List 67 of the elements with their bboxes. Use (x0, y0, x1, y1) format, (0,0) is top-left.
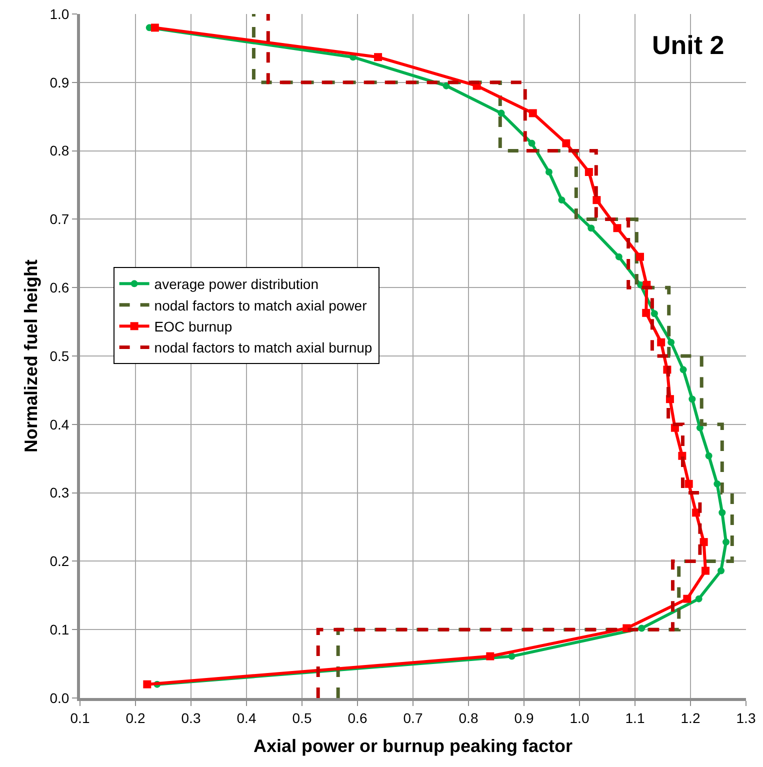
point (143, 680, 152, 688)
x-tick-label: 0.1 (70, 710, 90, 726)
x-tick-label: 1.0 (570, 710, 590, 726)
legend-label: EOC burnup (154, 318, 232, 335)
point (150, 24, 159, 32)
x-tick-label: 0.8 (458, 710, 478, 726)
point (695, 595, 702, 602)
point (545, 168, 552, 176)
point (668, 338, 675, 346)
point (508, 652, 516, 660)
point (584, 168, 593, 176)
legend-label: nodal factors to match axial burnup (154, 340, 372, 356)
point (486, 652, 494, 660)
point (642, 308, 650, 317)
point (498, 110, 505, 117)
y-tick-label: 0.8 (50, 142, 70, 159)
point (680, 366, 687, 374)
point (714, 480, 721, 488)
point (700, 538, 708, 546)
x-tick-label: 1.1 (625, 710, 645, 726)
y-tick-label: 0.1 (50, 622, 70, 638)
y-tick-label: 0.6 (50, 280, 70, 296)
point (701, 566, 710, 575)
x-tick-label: 0.4 (236, 710, 256, 726)
y-tick-label: 0.2 (50, 553, 70, 570)
legend-label: nodal factors to match axial power (154, 297, 368, 314)
point (688, 396, 696, 403)
y-tick-label: 1.0 (50, 6, 70, 22)
point (613, 224, 622, 232)
point (442, 82, 450, 90)
x-tick-label: 0.7 (403, 710, 423, 726)
point (718, 567, 725, 574)
y-axis-title: Normalized fuel height (20, 259, 41, 453)
point (615, 253, 622, 260)
point (657, 338, 666, 346)
point (592, 196, 601, 204)
point (562, 139, 570, 148)
point (638, 624, 646, 632)
annotation: Unit 2 (652, 30, 724, 60)
point (718, 509, 726, 516)
point (528, 109, 537, 118)
x-tick-label: 0.3 (181, 710, 201, 726)
point (650, 310, 658, 318)
legend-label: average power distribution (154, 276, 319, 292)
point (636, 252, 644, 261)
point (374, 53, 382, 62)
point (528, 140, 536, 147)
x-tick-label: 1.3 (736, 710, 756, 726)
y-tick-label: 0.5 (50, 348, 70, 364)
point (705, 452, 712, 460)
y-tick-label: 0.3 (50, 484, 70, 501)
point (683, 594, 692, 603)
point (684, 480, 693, 488)
x-tick-label: 0.2 (126, 710, 146, 726)
y-tick-label: 0.0 (50, 690, 70, 706)
x-tick-label: 0.5 (292, 710, 312, 726)
x-tick-label: 0.6 (348, 710, 368, 726)
point (722, 538, 730, 546)
x-tick-label: 1.2 (680, 710, 700, 726)
point (588, 224, 595, 232)
point (696, 424, 704, 432)
x-tick-label: 0.9 (514, 710, 534, 726)
point (558, 196, 566, 204)
x-axis-title: Axial power or burnup peaking factor (253, 736, 573, 756)
y-tick-label: 0.9 (50, 74, 70, 90)
y-tick-label: 0.4 (50, 416, 70, 432)
y-tick-label: 0.7 (50, 211, 70, 228)
